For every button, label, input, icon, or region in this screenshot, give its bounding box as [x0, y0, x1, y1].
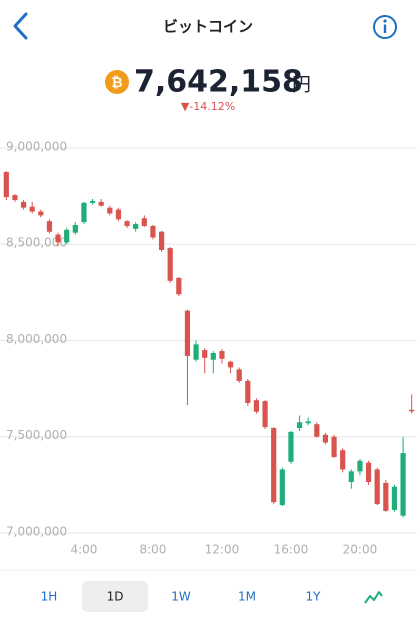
x-tick-label: 4:00 — [70, 543, 97, 557]
candle-body — [202, 350, 208, 358]
candle-body — [115, 209, 122, 220]
candle-body — [124, 221, 130, 226]
candle-body — [340, 450, 346, 470]
range-tab[interactable]: 1D — [107, 590, 124, 604]
candle-body — [296, 422, 303, 429]
candle-body — [400, 453, 406, 516]
price-unit: 円 — [292, 74, 311, 96]
y-tick-label: 8,000,000 — [6, 332, 67, 346]
candle-body — [348, 471, 354, 482]
candle-body — [12, 195, 18, 200]
y-tick-label: 7,000,000 — [6, 524, 67, 538]
candle-body — [279, 469, 285, 506]
candle-body — [314, 424, 320, 437]
candle-body — [271, 428, 277, 503]
page-title: ビットコイン — [163, 18, 253, 36]
candle-body — [288, 431, 294, 462]
info-button[interactable] — [373, 15, 397, 39]
range-tab[interactable]: 1H — [41, 590, 58, 604]
range-tab[interactable]: 1W — [171, 590, 191, 604]
candle-body — [38, 211, 44, 216]
candle-body — [64, 229, 70, 243]
candle-body — [20, 201, 27, 208]
y-tick-label: 9,000,000 — [6, 139, 67, 153]
info-stem — [383, 24, 387, 33]
range-tab[interactable]: 1Y — [306, 590, 322, 604]
candle-body — [3, 172, 9, 198]
candle-body — [331, 436, 337, 457]
x-tick-label: 8:00 — [139, 543, 166, 557]
candle-body — [210, 352, 216, 360]
candle-body — [158, 231, 165, 251]
candle-body — [236, 369, 242, 381]
candle-body — [133, 224, 139, 229]
candle-body — [391, 486, 398, 510]
candle-body — [29, 206, 35, 212]
candle-body — [322, 434, 329, 443]
candle-body — [81, 202, 87, 223]
info-dot — [383, 19, 387, 23]
candle-body — [141, 218, 147, 226]
bitcoin-symbol: ₿ — [111, 75, 122, 91]
candle-body — [107, 207, 113, 214]
y-tick-label: 8,500,000 — [6, 236, 67, 250]
candle-body — [176, 277, 182, 295]
candle-body — [46, 221, 53, 232]
range-tab[interactable]: 1M — [238, 590, 256, 604]
candle-body — [193, 344, 199, 360]
candle-body — [365, 462, 372, 482]
candle-body — [305, 421, 311, 424]
price-amount: 7,642,158 — [134, 65, 303, 100]
candle-body — [55, 234, 61, 243]
x-tick-label: 16:00 — [274, 543, 309, 557]
candle-body — [409, 409, 415, 412]
y-tick-label: 7,500,000 — [6, 428, 67, 442]
candle-body — [383, 482, 389, 511]
candle-body — [219, 351, 225, 359]
x-tick-label: 12:00 — [205, 543, 240, 557]
candle-body — [357, 460, 363, 472]
candle-body — [374, 469, 380, 505]
candle-body — [89, 200, 96, 203]
back-button[interactable] — [13, 12, 28, 40]
x-tick-label: 20:00 — [343, 543, 378, 557]
candle-body — [227, 361, 234, 368]
candle-body — [167, 248, 173, 281]
candle-body — [253, 400, 260, 412]
price-change: ▼-14.12% — [181, 100, 235, 113]
bitcoin-icon — [105, 70, 129, 94]
candle-body — [245, 380, 251, 404]
candle-body — [150, 225, 156, 238]
candle-body — [72, 224, 78, 233]
selected-tab-bg — [82, 581, 148, 612]
info-circle — [373, 15, 397, 39]
candle-body — [184, 310, 191, 356]
candle-body — [98, 201, 104, 206]
candle-body — [262, 401, 268, 428]
chart-type-button[interactable] — [364, 591, 383, 604]
